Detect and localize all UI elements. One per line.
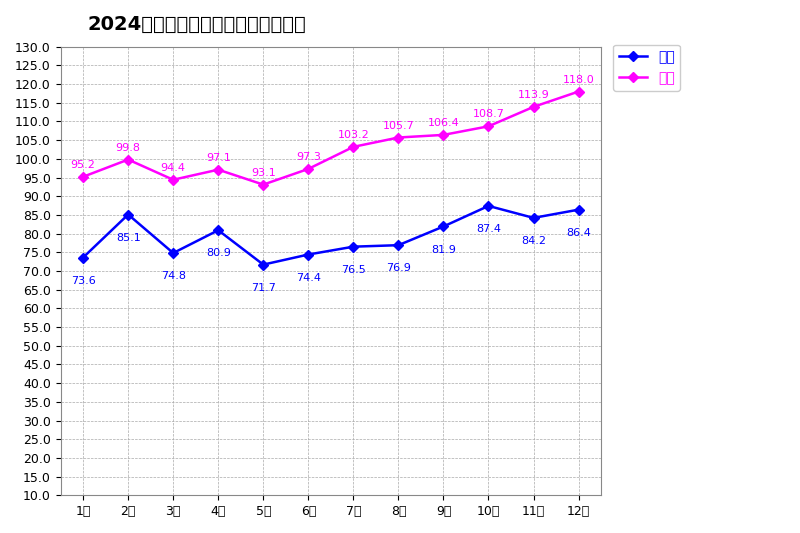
Line: 去勢: 去勢	[80, 88, 582, 188]
メス	[394, 242, 403, 248]
Text: 87.4: 87.4	[476, 224, 501, 234]
Text: 86.4: 86.4	[566, 228, 591, 238]
Legend: メス, 去勢: メス, 去勢	[614, 45, 680, 91]
去勢	[394, 134, 403, 141]
Text: 113.9: 113.9	[518, 90, 550, 100]
メス	[349, 244, 358, 250]
メス	[529, 215, 538, 221]
メス	[258, 261, 268, 268]
Text: 74.4: 74.4	[296, 272, 321, 282]
メス	[484, 203, 494, 209]
Text: 97.3: 97.3	[296, 152, 321, 162]
Text: 94.4: 94.4	[161, 163, 186, 173]
Text: 95.2: 95.2	[70, 160, 95, 170]
去勢	[529, 103, 538, 110]
メス	[123, 211, 133, 217]
Text: 84.2: 84.2	[521, 236, 546, 246]
Text: 105.7: 105.7	[382, 120, 414, 131]
Text: 2024年　淡路家畜市場　和子牛市場: 2024年 淡路家畜市場 和子牛市場	[88, 15, 306, 34]
Text: 93.1: 93.1	[251, 168, 276, 177]
Text: 74.8: 74.8	[161, 271, 186, 281]
Text: 76.5: 76.5	[341, 265, 366, 274]
メス	[438, 223, 448, 230]
去勢	[258, 181, 268, 188]
Text: 85.1: 85.1	[116, 232, 141, 243]
Text: 103.2: 103.2	[338, 130, 370, 140]
去勢	[123, 156, 133, 163]
去勢	[438, 132, 448, 138]
Text: 118.0: 118.0	[562, 75, 594, 85]
Text: 108.7: 108.7	[473, 109, 505, 119]
Text: 80.9: 80.9	[206, 248, 230, 259]
Text: 106.4: 106.4	[427, 118, 459, 128]
メス	[78, 254, 88, 261]
去勢	[214, 166, 223, 173]
メス	[574, 206, 583, 213]
去勢	[78, 174, 88, 180]
去勢	[574, 88, 583, 95]
Text: 73.6: 73.6	[70, 276, 95, 286]
Text: 99.8: 99.8	[116, 143, 141, 152]
メス	[214, 227, 223, 233]
Line: メス: メス	[80, 203, 582, 268]
Text: 81.9: 81.9	[431, 245, 456, 255]
去勢	[349, 144, 358, 150]
メス	[303, 252, 313, 258]
メス	[169, 250, 178, 256]
去勢	[303, 166, 313, 172]
Text: 97.1: 97.1	[206, 153, 230, 163]
Text: 71.7: 71.7	[251, 282, 276, 293]
去勢	[484, 123, 494, 130]
去勢	[169, 176, 178, 183]
Text: 76.9: 76.9	[386, 263, 411, 273]
